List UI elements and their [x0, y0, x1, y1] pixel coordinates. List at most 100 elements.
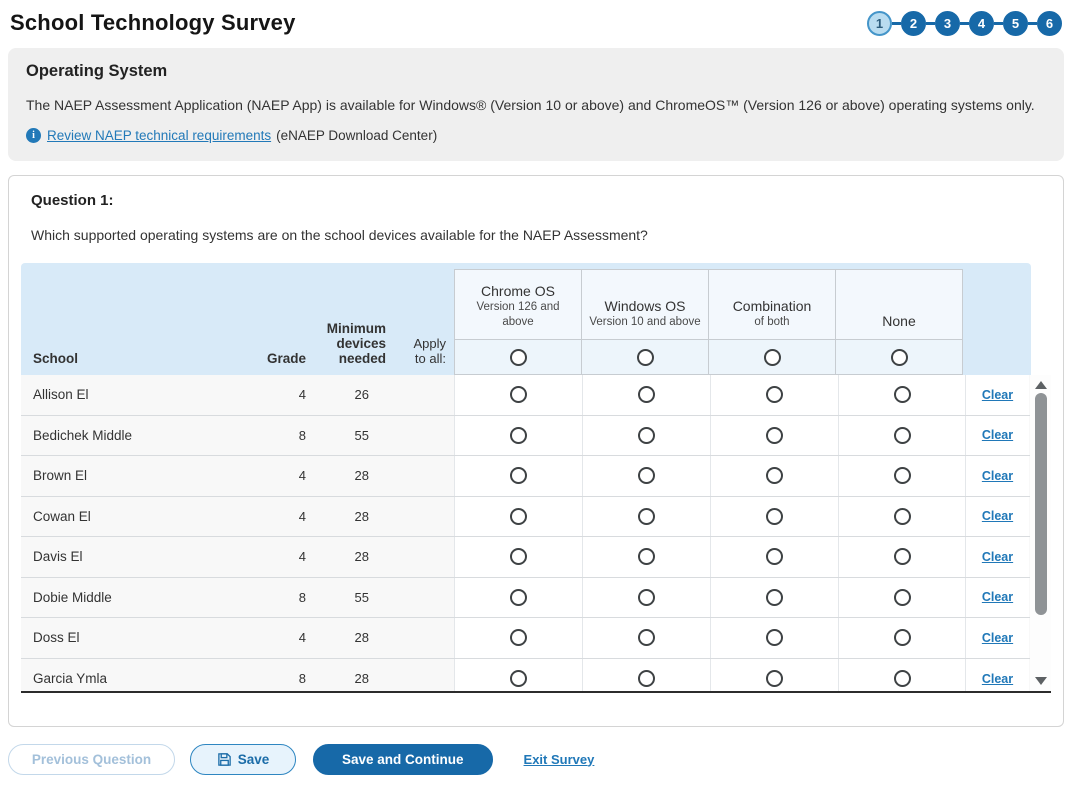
- question-card: Question 1: Which supported operating sy…: [8, 175, 1064, 727]
- clear-link-bedichek-middle[interactable]: Clear: [982, 428, 1013, 442]
- page: School Technology Survey 123456 Operatin…: [0, 0, 1072, 780]
- step-2[interactable]: 2: [901, 11, 926, 36]
- os-header-none: None: [835, 269, 963, 339]
- radio-allison-el-none[interactable]: [894, 386, 911, 403]
- clear-link-doss-el[interactable]: Clear: [982, 631, 1013, 645]
- radio-cell-windows-os: [582, 659, 710, 692]
- apply-spacer: [386, 618, 454, 658]
- radio-bedichek-middle-none[interactable]: [894, 427, 911, 444]
- radio-allison-el-windows-os[interactable]: [638, 386, 655, 403]
- question-text: Which supported operating systems are on…: [21, 227, 1038, 243]
- operating-system-info-box: Operating System The NAEP Assessment App…: [8, 48, 1064, 161]
- step-connector: [960, 22, 969, 25]
- table-body-wrap: Allison El426ClearBedichek Middle855Clea…: [21, 375, 1051, 693]
- survey-table: School Grade Minimum devices needed Appl…: [21, 263, 1031, 693]
- radio-davis-el-chrome-os[interactable]: [510, 548, 527, 565]
- grade-value: 4: [256, 375, 306, 415]
- radio-cowan-el-chrome-os[interactable]: [510, 508, 527, 525]
- radio-dobie-middle-none[interactable]: [894, 589, 911, 606]
- table-row-allison-el: Allison El426Clear: [21, 375, 1030, 416]
- radio-cowan-el-none[interactable]: [894, 508, 911, 525]
- radio-bedichek-middle-windows-os[interactable]: [638, 427, 655, 444]
- apply-all-radio-chrome-os[interactable]: [510, 349, 527, 366]
- clear-cell: Clear: [966, 537, 1029, 577]
- save-and-continue-button[interactable]: Save and Continue: [313, 744, 493, 775]
- step-connector: [926, 22, 935, 25]
- radio-brown-el-windows-os[interactable]: [638, 467, 655, 484]
- apply-spacer: [386, 456, 454, 496]
- save-floppy-icon: [217, 752, 232, 767]
- radio-garcia-ymla-windows-os[interactable]: [638, 670, 655, 687]
- radio-garcia-ymla-combination[interactable]: [766, 670, 783, 687]
- radio-doss-el-combination[interactable]: [766, 629, 783, 646]
- clear-link-brown-el[interactable]: Clear: [982, 469, 1013, 483]
- radio-brown-el-chrome-os[interactable]: [510, 467, 527, 484]
- devices-number: 26: [324, 387, 386, 402]
- radio-bedichek-middle-combination[interactable]: [766, 427, 783, 444]
- radio-cell-none: [838, 578, 966, 618]
- devices-value: 28: [306, 456, 386, 496]
- exit-survey-link[interactable]: Exit Survey: [524, 752, 595, 767]
- clear-link-davis-el[interactable]: Clear: [982, 550, 1013, 564]
- apply-all-radio-none[interactable]: [891, 349, 908, 366]
- os-header-chrome-os: Chrome OSVersion 126 and above: [454, 269, 582, 339]
- devices-value: 28: [306, 497, 386, 537]
- step-5[interactable]: 5: [1003, 11, 1028, 36]
- step-6[interactable]: 6: [1037, 11, 1062, 36]
- radio-davis-el-none[interactable]: [894, 548, 911, 565]
- apply-all-radio-windows-os[interactable]: [637, 349, 654, 366]
- radio-garcia-ymla-none[interactable]: [894, 670, 911, 687]
- radio-cell-combination: [710, 416, 838, 456]
- radio-doss-el-none[interactable]: [894, 629, 911, 646]
- apply-all-radio-combination[interactable]: [764, 349, 781, 366]
- radio-dobie-middle-combination[interactable]: [766, 589, 783, 606]
- radio-davis-el-combination[interactable]: [766, 548, 783, 565]
- radio-cowan-el-combination[interactable]: [766, 508, 783, 525]
- clear-link-garcia-ymla[interactable]: Clear: [982, 672, 1013, 686]
- radio-garcia-ymla-chrome-os[interactable]: [510, 670, 527, 687]
- radio-brown-el-combination[interactable]: [766, 467, 783, 484]
- radio-doss-el-chrome-os[interactable]: [510, 629, 527, 646]
- radio-cell-chrome-os: [454, 416, 582, 456]
- apply-all-cell-combination: [708, 339, 836, 375]
- radio-brown-el-none[interactable]: [894, 467, 911, 484]
- scrollbar-down-icon[interactable]: [1035, 677, 1047, 685]
- clear-link-allison-el[interactable]: Clear: [982, 388, 1013, 402]
- previous-question-button[interactable]: Previous Question: [8, 744, 175, 775]
- radio-allison-el-chrome-os[interactable]: [510, 386, 527, 403]
- devices-number: 28: [324, 468, 386, 483]
- apply-spacer: [386, 578, 454, 618]
- os-header-windows-os: Windows OSVersion 10 and above: [581, 269, 709, 339]
- link-suffix: (eNAEP Download Center): [276, 128, 437, 143]
- table-scrollbar[interactable]: [1030, 375, 1051, 691]
- radio-cowan-el-windows-os[interactable]: [638, 508, 655, 525]
- radio-cell-chrome-os: [454, 456, 582, 496]
- table-row-doss-el: Doss El428Clear: [21, 618, 1030, 659]
- radio-bedichek-middle-chrome-os[interactable]: [510, 427, 527, 444]
- footer-actions: Previous Question Save Save and Continue…: [8, 742, 1064, 776]
- radio-cell-combination: [710, 497, 838, 537]
- page-title: School Technology Survey: [10, 10, 296, 36]
- clear-cell: Clear: [966, 375, 1029, 415]
- step-4[interactable]: 4: [969, 11, 994, 36]
- step-1[interactable]: 1: [867, 11, 892, 36]
- clear-link-cowan-el[interactable]: Clear: [982, 509, 1013, 523]
- scrollbar-up-icon[interactable]: [1035, 381, 1047, 389]
- scrollbar-thumb[interactable]: [1035, 393, 1047, 615]
- school-name: Cowan El: [21, 497, 256, 537]
- technical-requirements-link[interactable]: Review NAEP technical requirements: [47, 128, 271, 143]
- clear-cell: Clear: [966, 497, 1029, 537]
- radio-cell-combination: [710, 456, 838, 496]
- step-3[interactable]: 3: [935, 11, 960, 36]
- clear-link-dobie-middle[interactable]: Clear: [982, 590, 1013, 604]
- radio-dobie-middle-chrome-os[interactable]: [510, 589, 527, 606]
- radio-cell-none: [838, 537, 966, 577]
- radio-davis-el-windows-os[interactable]: [638, 548, 655, 565]
- radio-dobie-middle-windows-os[interactable]: [638, 589, 655, 606]
- apply-all-cell-chrome-os: [454, 339, 582, 375]
- radio-cell-chrome-os: [454, 375, 582, 415]
- os-name: Chrome OS: [481, 282, 555, 300]
- radio-allison-el-combination[interactable]: [766, 386, 783, 403]
- save-button[interactable]: Save: [190, 744, 296, 775]
- radio-doss-el-windows-os[interactable]: [638, 629, 655, 646]
